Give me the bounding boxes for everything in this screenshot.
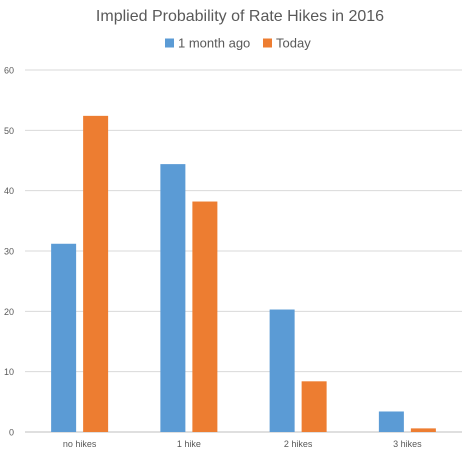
legend-label: 1 month ago (178, 36, 250, 51)
chart-title: Implied Probability of Rate Hikes in 201… (96, 8, 384, 25)
y-tick-label: 10 (4, 367, 14, 377)
bar-1-month-ago-1-hike (160, 164, 186, 432)
y-tick-label: 30 (4, 247, 14, 257)
x-tick-label: 2 hikes (284, 439, 313, 449)
legend-swatch (263, 38, 272, 48)
bar-1-month-ago-2-hikes (269, 309, 295, 432)
bar-1-month-ago-3-hikes (378, 411, 404, 432)
bar-today-2-hikes (301, 381, 327, 432)
y-tick-label: 20 (4, 307, 14, 317)
y-tick-label: 40 (4, 186, 14, 196)
legend: 1 month ago Today (165, 36, 311, 51)
x-tick-label: 1 hike (177, 439, 201, 449)
legend-label: Today (276, 36, 311, 51)
x-tick-label: no hikes (63, 439, 97, 449)
bars (51, 115, 436, 432)
legend-swatch (165, 38, 174, 48)
x-axis: no hikes 1 hike 2 hikes 3 hikes (63, 439, 422, 449)
y-tick-label: 0 (9, 428, 14, 438)
y-axis: 0 10 20 30 40 50 60 (4, 66, 14, 438)
bar-today-1-hike (192, 201, 218, 432)
x-tick-label: 3 hikes (393, 439, 422, 449)
bar-1-month-ago-no-hikes (51, 243, 77, 432)
bar-today-no-hikes (83, 115, 109, 432)
y-tick-label: 50 (4, 126, 14, 136)
bar-today-3-hikes (410, 428, 436, 432)
y-tick-label: 60 (4, 66, 14, 76)
